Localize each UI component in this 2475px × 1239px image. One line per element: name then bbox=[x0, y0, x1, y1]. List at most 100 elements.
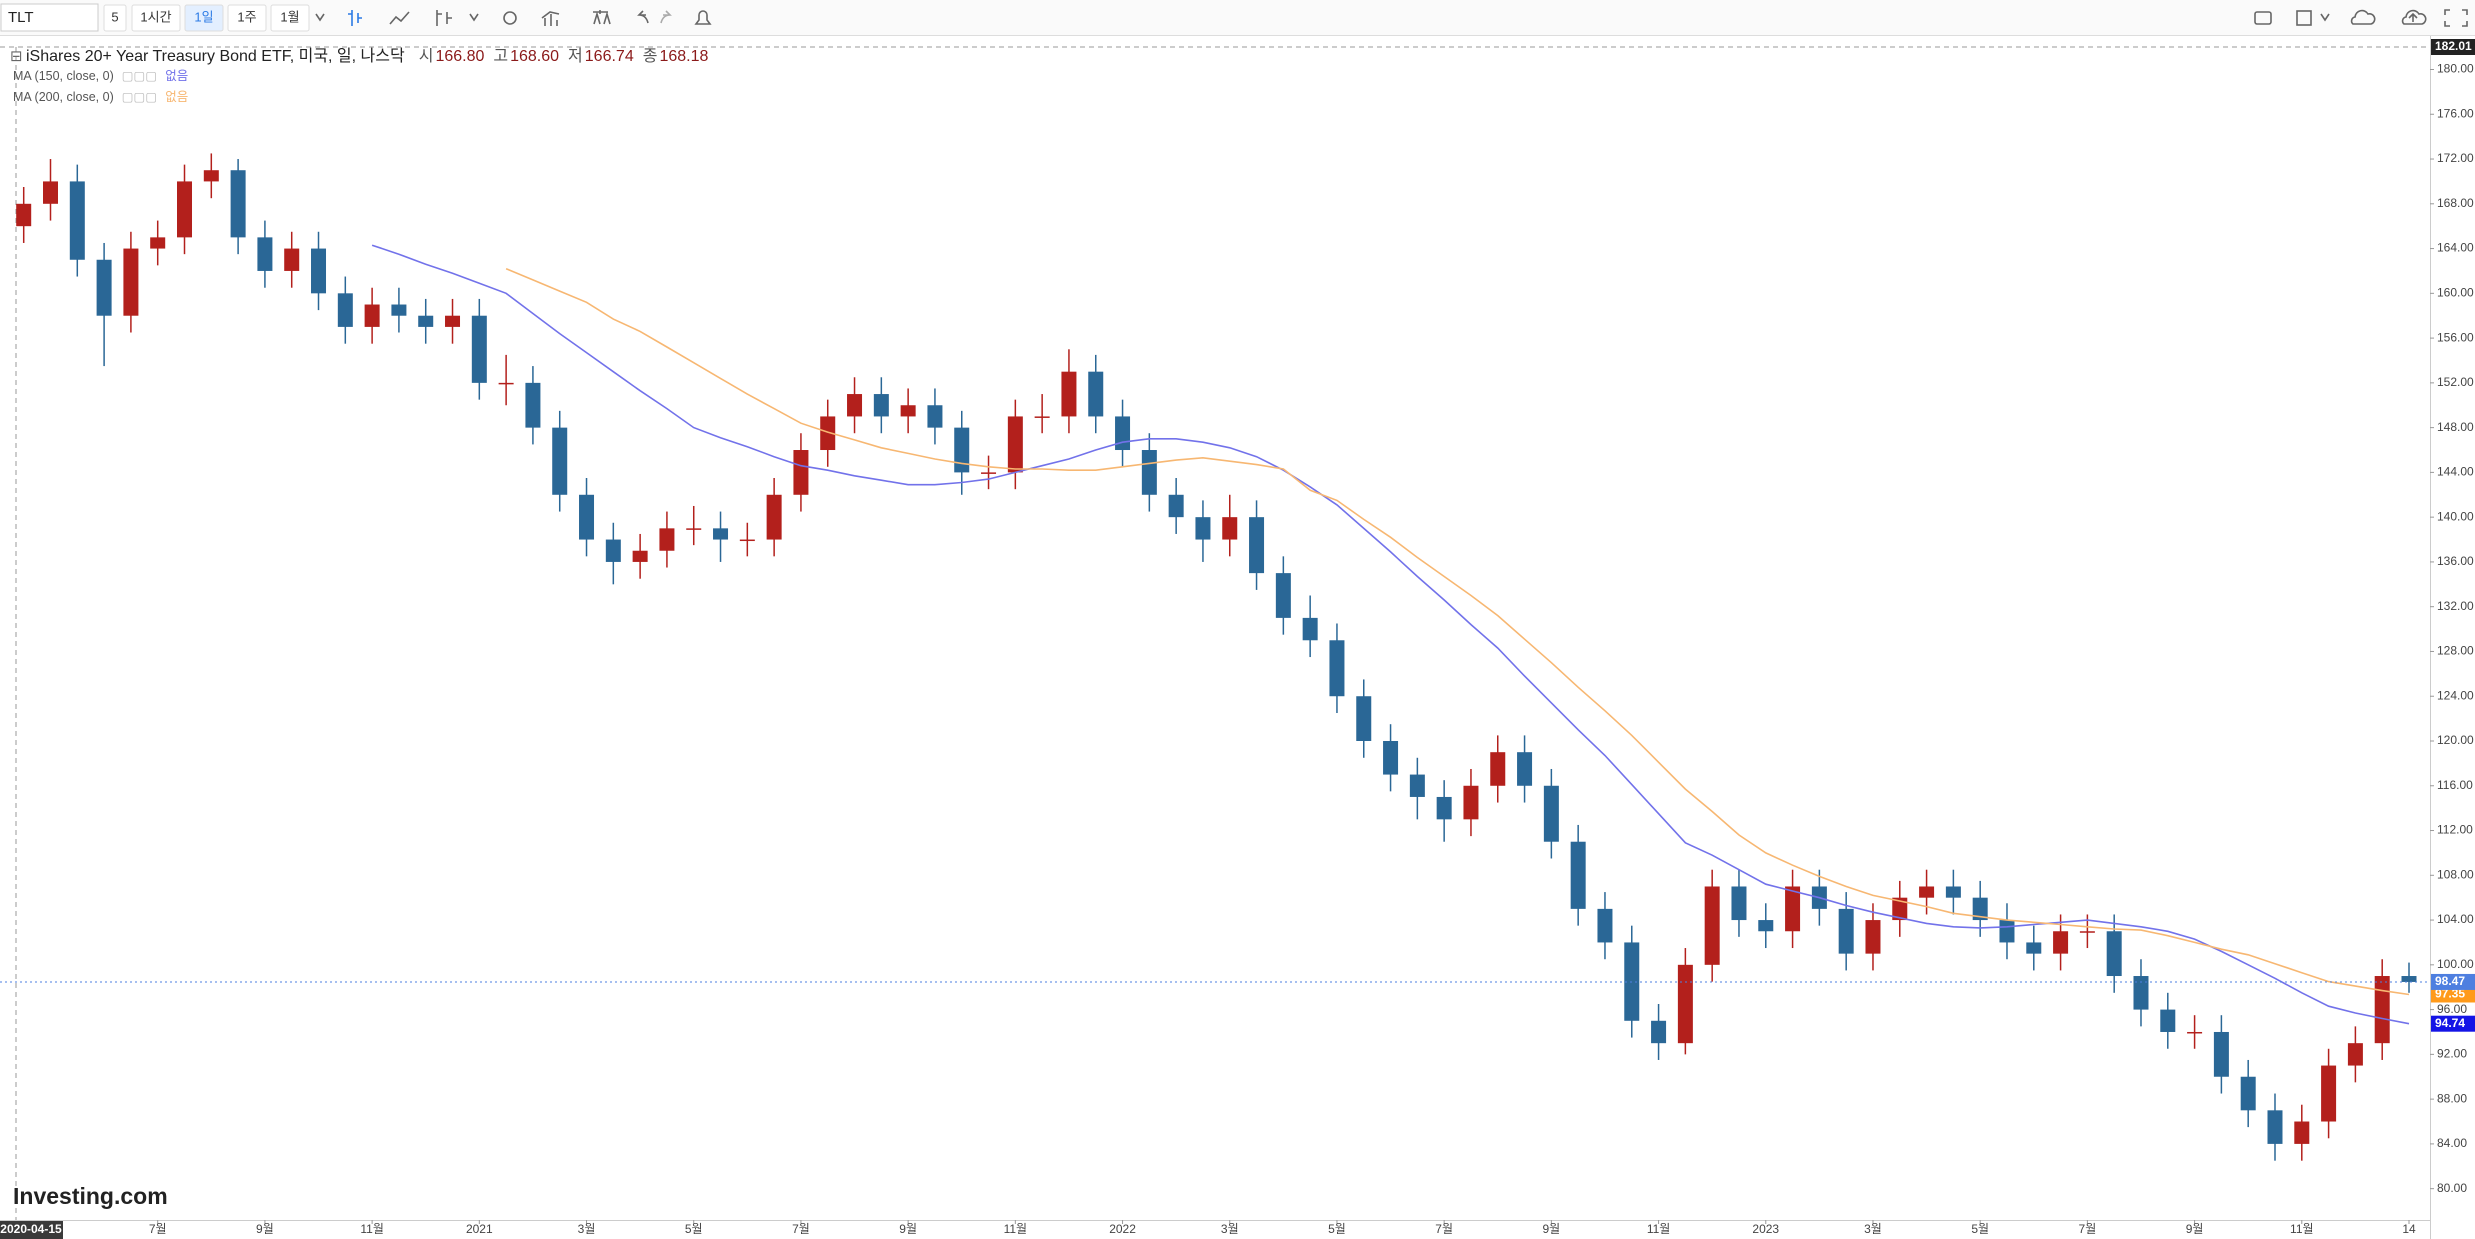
undo-icon[interactable] bbox=[637, 10, 649, 24]
y-tick-label: 92.00 bbox=[2437, 1047, 2467, 1061]
candle-body bbox=[2294, 1121, 2310, 1144]
candle-body bbox=[1249, 517, 1265, 574]
y-tick-label: 172.00 bbox=[2437, 151, 2474, 165]
candle-body bbox=[2106, 931, 2122, 977]
candle-body bbox=[954, 427, 970, 473]
x-tick-label: 3월 bbox=[1864, 1222, 1882, 1236]
x-tick-label: 9월 bbox=[1543, 1222, 1561, 1236]
candle-body bbox=[1007, 416, 1023, 473]
x-label-box bbox=[0, 1221, 63, 1239]
candle-body bbox=[686, 528, 702, 530]
price-badge bbox=[2431, 973, 2475, 990]
settings-icon[interactable] bbox=[503, 11, 517, 25]
candle-body bbox=[1383, 740, 1399, 775]
candle-body bbox=[1865, 920, 1881, 954]
candle-body bbox=[96, 259, 112, 316]
symbol-title: iShares 20+ Year Treasury Bond ETF, 미국, … bbox=[26, 47, 405, 65]
candle-body bbox=[364, 304, 380, 327]
candle-body bbox=[1892, 897, 1908, 921]
y-tick-label: 176.00 bbox=[2437, 106, 2474, 120]
y-tick-label: 164.00 bbox=[2437, 241, 2474, 255]
candle-body bbox=[2321, 1065, 2337, 1122]
interval-button[interactable] bbox=[103, 4, 127, 32]
legend-header: iShares 20+ Year Treasury Bond ETF, 미국, … bbox=[26, 47, 708, 65]
ma-settings-icons: ▢▢▢ bbox=[122, 69, 157, 83]
candle-body bbox=[1919, 886, 1935, 898]
x-tick-label: 5월 bbox=[1971, 1222, 1989, 1236]
ohlc-label: 고 bbox=[493, 48, 508, 65]
y-tick-label: 80.00 bbox=[2437, 1181, 2467, 1195]
interval-button[interactable] bbox=[227, 4, 267, 32]
x-tick-label: 7월 bbox=[2079, 1222, 2097, 1236]
x-tick-label: 9월 bbox=[256, 1222, 274, 1236]
candle-body bbox=[230, 170, 246, 238]
candle-body bbox=[2401, 976, 2417, 982]
y-tick-label: 144.00 bbox=[2437, 465, 2474, 479]
ma-legend: MA (150, close, 0) ▢▢▢ 없음 bbox=[13, 69, 188, 83]
y-tick-label: 124.00 bbox=[2437, 688, 2474, 702]
x-tick-label: 9월 bbox=[2186, 1222, 2204, 1236]
price-badge-label: 97.35 bbox=[2435, 987, 2465, 1001]
alert-icon[interactable] bbox=[694, 10, 712, 25]
bars-icon[interactable] bbox=[436, 10, 452, 26]
candle-body bbox=[257, 237, 273, 271]
candle-body bbox=[1490, 752, 1506, 786]
candle-body bbox=[632, 550, 648, 562]
ohlc-label: 종 bbox=[643, 48, 658, 65]
price-badge-label: 98.47 bbox=[2435, 974, 2465, 988]
candle-body bbox=[177, 181, 193, 238]
cloud-save-icon[interactable] bbox=[2401, 9, 2427, 25]
fullscreen-icon[interactable] bbox=[2444, 9, 2468, 27]
candle-body bbox=[2213, 1031, 2229, 1077]
candle-icon[interactable] bbox=[348, 10, 362, 26]
moving-average-line bbox=[371, 244, 2410, 1025]
candle-body bbox=[1972, 897, 1988, 921]
candle-body bbox=[1034, 416, 1050, 418]
x-tick-label: 2023 bbox=[1752, 1222, 1779, 1236]
candle-body bbox=[2026, 942, 2042, 954]
candle-body bbox=[1651, 1020, 1667, 1044]
candle-body bbox=[1570, 841, 1586, 909]
cloud-load-icon[interactable] bbox=[2350, 9, 2376, 25]
y-tick-label: 100.00 bbox=[2437, 957, 2474, 971]
ohlc-value: 166.80 bbox=[435, 48, 484, 65]
dropdown-icon[interactable] bbox=[469, 13, 479, 22]
candle-body bbox=[1141, 450, 1157, 495]
price-badge bbox=[2431, 1015, 2475, 1032]
y-tick-label: 180.00 bbox=[2437, 62, 2474, 76]
candle-body bbox=[1088, 371, 1104, 417]
interval-button[interactable] bbox=[184, 4, 224, 32]
dropdown-icon[interactable] bbox=[315, 13, 325, 22]
interval-button[interactable] bbox=[131, 4, 181, 32]
y-tick-label: 160.00 bbox=[2437, 286, 2474, 300]
camera-icon[interactable] bbox=[2254, 11, 2272, 25]
candle-body bbox=[337, 293, 353, 327]
redo-icon[interactable] bbox=[660, 10, 672, 24]
ohlc-value: 166.74 bbox=[585, 48, 634, 65]
candle-body bbox=[1704, 886, 1720, 965]
candle-body bbox=[981, 472, 997, 474]
y-tick-label: 136.00 bbox=[2437, 554, 2474, 568]
candle-body bbox=[605, 539, 621, 562]
top-price-badge bbox=[2431, 39, 2475, 55]
candle-body bbox=[1195, 517, 1211, 540]
symbol-text: TLT bbox=[8, 9, 34, 26]
line-icon[interactable] bbox=[389, 11, 410, 25]
price-badge-label: 94.74 bbox=[2435, 1016, 2465, 1030]
x-tick-label: 7월 bbox=[149, 1222, 167, 1236]
candle-body bbox=[2240, 1076, 2256, 1111]
symbol-input[interactable] bbox=[0, 3, 99, 32]
y-tick-label: 168.00 bbox=[2437, 196, 2474, 210]
ohlc-value: 168.60 bbox=[510, 48, 559, 65]
indicator-icon[interactable] bbox=[541, 11, 560, 26]
interval-label: 1일 bbox=[194, 9, 213, 24]
candle-body bbox=[820, 416, 836, 451]
collapse-icon[interactable]: ⊟ bbox=[10, 48, 23, 65]
layout-icon[interactable] bbox=[2296, 10, 2312, 26]
interval-label: 1주 bbox=[237, 9, 256, 24]
candle-body bbox=[311, 248, 327, 294]
interval-label: 5 bbox=[111, 9, 118, 24]
dropdown-icon[interactable] bbox=[2320, 13, 2330, 22]
compare-icon[interactable] bbox=[593, 10, 611, 25]
interval-button[interactable] bbox=[270, 4, 310, 32]
